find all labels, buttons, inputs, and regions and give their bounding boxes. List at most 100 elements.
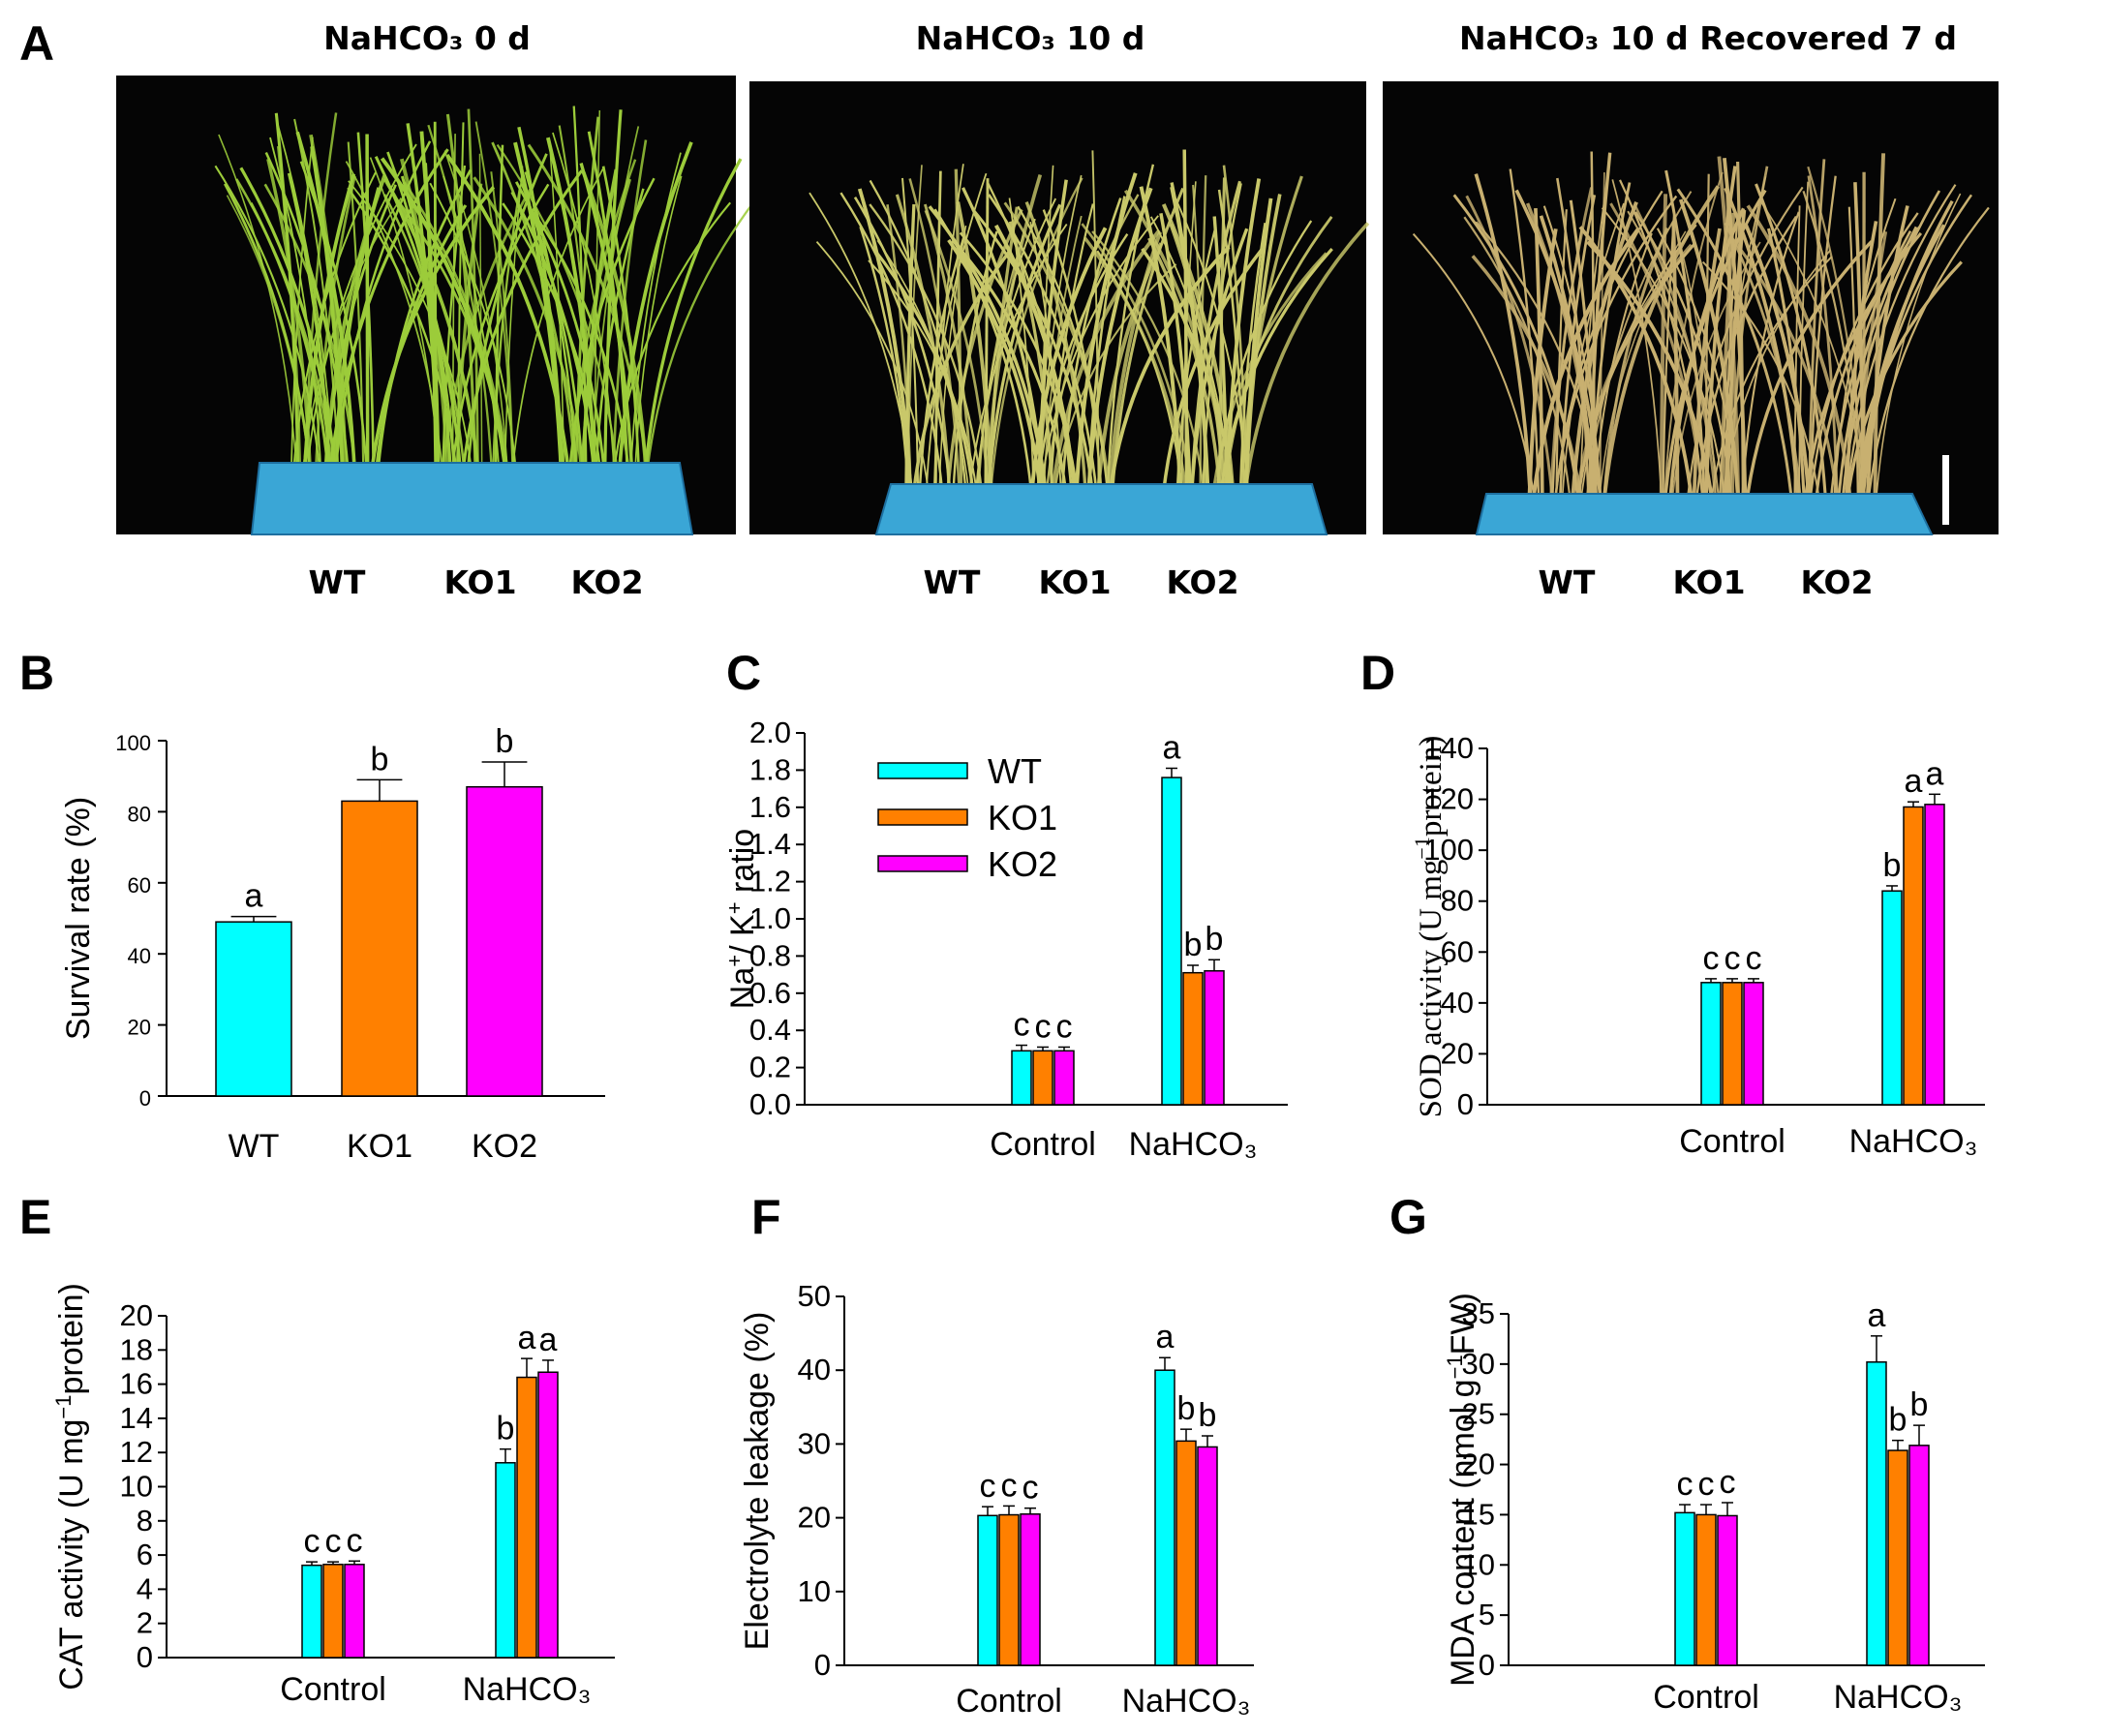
plant-leaf xyxy=(276,145,302,485)
plant-leaf xyxy=(1029,222,1062,500)
y-tick-label: 0.4 xyxy=(749,1013,791,1047)
plant-leaf xyxy=(869,179,968,500)
ko2-bar xyxy=(1908,1445,1930,1666)
y-tick-label: 1.2 xyxy=(749,865,791,898)
y-tick-label: 1.6 xyxy=(749,790,791,824)
plant-leaf xyxy=(1802,190,1864,509)
ko1-bar xyxy=(1175,1440,1197,1666)
chart-sod-activity: 0 20 40 60 80 100 120 140 c c c Control b a a NaHCO₃ SOD… xyxy=(1410,731,1985,1160)
plant-leaf xyxy=(1060,198,1122,500)
y-tick-label: 6 xyxy=(137,1538,153,1571)
chart-na-k-ratio: 0.00.2 0.40.6 0.81.01.2 1.41.6 1.82.0 c c c Cont… xyxy=(722,716,1288,1163)
wt-bar xyxy=(1161,777,1182,1106)
plant-leaf xyxy=(1744,240,1874,509)
plant-leaf xyxy=(1180,181,1197,500)
y-tick-label: 2 xyxy=(137,1606,153,1640)
panel-label-g: G xyxy=(1389,1190,1427,1244)
plant-leaf xyxy=(1797,181,1810,509)
significance-letter: a xyxy=(539,1322,558,1358)
plant-leaf xyxy=(869,203,984,500)
plant-leaf xyxy=(876,239,970,500)
plant-leaf xyxy=(433,121,438,485)
plant-leaf xyxy=(633,175,683,485)
significance-letter: a xyxy=(518,1320,536,1356)
plant-leaf xyxy=(1807,159,1826,509)
photo-title-0d: NaHCO₃ 0 d xyxy=(323,19,531,57)
plant-leaf xyxy=(1663,171,1724,509)
plant-leaf xyxy=(1570,200,1638,509)
wt-bar xyxy=(977,1514,998,1666)
x-tick-label: KO2 xyxy=(472,1128,537,1165)
y-tick-label: 0 xyxy=(137,1640,153,1674)
plant-leaf xyxy=(305,143,417,485)
y-tick-label: 80 xyxy=(1441,884,1474,918)
plant-leaf xyxy=(1875,193,1962,509)
photo-nahco3-0d xyxy=(116,76,755,535)
ko1-bar xyxy=(516,1376,537,1659)
y-tick-label: 20 xyxy=(798,1501,831,1535)
plant-leaf xyxy=(474,121,514,485)
y-tick-label: 16 xyxy=(120,1367,153,1401)
plant-leaf xyxy=(1238,223,1267,500)
plant-leaf xyxy=(1601,185,1721,509)
y-tick-label: 0.6 xyxy=(749,976,791,1010)
plant-leaf xyxy=(532,211,632,485)
ko1-bar xyxy=(1182,971,1204,1106)
y-tick-label: 100 xyxy=(115,731,151,755)
x-tick-label: Control xyxy=(990,1126,1096,1163)
plant-leaf xyxy=(1525,202,1597,509)
plant-leaf xyxy=(566,177,656,485)
plant-leaf xyxy=(924,203,974,500)
y-tick-label: 0.2 xyxy=(749,1051,791,1084)
chart-mda-content: 0 5 10 15 20 25 30 35 c c c Control a b b NaHCO₃ MDA con… xyxy=(1443,1293,1985,1716)
significance-letter: b xyxy=(371,741,389,777)
x-tick-label: KO1 xyxy=(347,1128,412,1165)
plant-leaf xyxy=(628,152,682,485)
plant-leaf xyxy=(1724,187,1800,509)
wt-bar xyxy=(1866,1361,1887,1666)
plant-leaf xyxy=(524,171,578,485)
y-tick-label: 10 xyxy=(798,1574,831,1608)
significance-letter: a xyxy=(1868,1297,1886,1334)
plant-leaf xyxy=(1704,166,1737,509)
ko1-bar xyxy=(322,1564,344,1659)
plant-leaf xyxy=(1169,223,1227,500)
y-tick-label: 0 xyxy=(1479,1648,1495,1682)
plant-leaf xyxy=(303,112,338,485)
ko2-bar xyxy=(1053,1050,1075,1106)
plant-leaf xyxy=(1095,242,1163,500)
y-tick-label: 8 xyxy=(137,1504,153,1538)
significance-letter: a xyxy=(1905,763,1923,800)
y-tick-label: 30 xyxy=(1462,1347,1495,1381)
plant-leaf xyxy=(460,169,583,485)
plant-leaf xyxy=(1050,228,1161,500)
significance-letter: c xyxy=(347,1522,363,1559)
plant-leaf xyxy=(1038,174,1083,500)
x-tick-label: WT xyxy=(229,1128,280,1165)
y-axis-label: Na+/ K+ ratio xyxy=(722,829,761,1009)
plant-leaf xyxy=(1139,186,1183,500)
y-tick-label: 0.0 xyxy=(749,1087,791,1121)
significance-letter: c xyxy=(1720,1464,1736,1501)
y-axis-label: Survival rate (%) xyxy=(60,797,97,1040)
tray-image xyxy=(250,462,694,535)
plant-leaf xyxy=(859,226,910,500)
plant-leaf xyxy=(322,184,397,485)
significance-letter: b xyxy=(1199,1397,1217,1434)
y-tick-label: 12 xyxy=(120,1435,153,1469)
genotype-label: WT xyxy=(309,563,366,601)
plant-leaf xyxy=(1222,216,1333,500)
plant-leaf xyxy=(642,158,743,485)
plant-leaf xyxy=(1860,199,1954,509)
ko2-bar xyxy=(466,785,543,1097)
plant-leaf xyxy=(1542,205,1602,509)
plant-leaf xyxy=(1611,179,1663,509)
significance-letter: c xyxy=(1677,1466,1694,1503)
legend-swatch xyxy=(877,762,968,779)
plant-leaf xyxy=(290,137,314,485)
chart-survival-rate: 0 20 40 60 80 100 a WT b KO1 b KO2 Survival rate (%) xyxy=(60,723,605,1165)
y-axis-label: CAT activity (U mg−1protein) xyxy=(51,1283,90,1690)
plant-leaf xyxy=(579,163,634,485)
plant-leaf xyxy=(513,141,565,485)
